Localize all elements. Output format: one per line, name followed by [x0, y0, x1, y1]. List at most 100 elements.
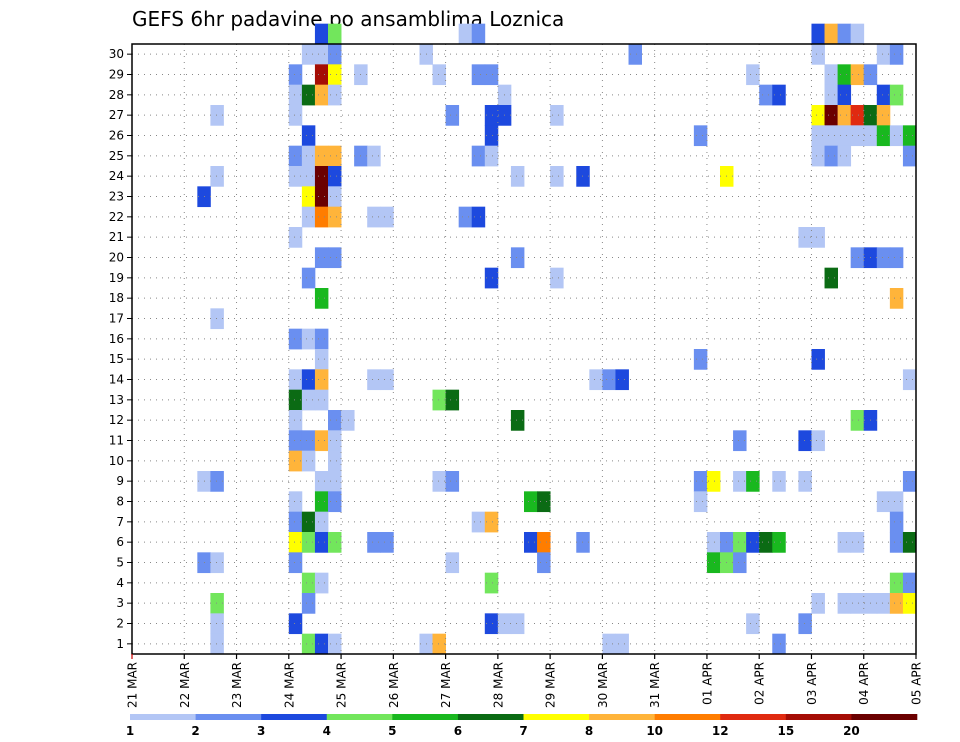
- cell: [314, 369, 329, 391]
- cell: [589, 369, 603, 391]
- cell: [432, 471, 446, 492]
- cell: [850, 125, 865, 147]
- cell: [484, 613, 499, 635]
- y-tick-label: 26: [109, 129, 124, 143]
- cell: [484, 572, 499, 594]
- cell: [811, 227, 825, 248]
- cell: [902, 145, 917, 167]
- cell: [746, 471, 760, 492]
- cell: [733, 471, 747, 492]
- legend-label: 8: [585, 724, 593, 738]
- legend-label: 4: [323, 724, 331, 738]
- cell: [471, 64, 486, 86]
- cell: [876, 491, 891, 513]
- cell: [288, 552, 303, 574]
- cell: [811, 430, 825, 452]
- cell: [510, 247, 525, 269]
- y-tick-label: 5: [116, 556, 124, 570]
- cell: [288, 369, 303, 391]
- plot-frame: [131, 43, 917, 655]
- cell: [210, 105, 224, 126]
- cell: [798, 613, 812, 635]
- cell: [432, 64, 446, 86]
- cell: [576, 166, 590, 187]
- cell: [837, 593, 852, 614]
- cell: [824, 145, 838, 167]
- cell: [301, 206, 316, 228]
- cell: [471, 23, 486, 45]
- cell: [301, 84, 316, 106]
- cell: [432, 389, 446, 411]
- y-tick-label: 13: [109, 393, 124, 407]
- cell: [733, 552, 747, 574]
- cell: [602, 369, 616, 391]
- cell: [301, 389, 316, 411]
- cell: [889, 511, 904, 533]
- cell: [288, 613, 303, 635]
- cell: [328, 532, 342, 553]
- y-tick-label: 18: [109, 291, 124, 305]
- cell: [380, 369, 394, 391]
- cell: [288, 166, 303, 187]
- cell: [314, 206, 329, 228]
- cell: [484, 511, 499, 533]
- cell: [301, 145, 316, 167]
- cell: [837, 64, 852, 86]
- x-tick-label: 01 APR: [700, 662, 714, 705]
- cell: [288, 450, 303, 472]
- cell: [288, 532, 303, 553]
- cell: [328, 633, 342, 655]
- cell: [314, 633, 329, 655]
- cell: [210, 471, 224, 492]
- cell: [314, 532, 329, 553]
- cell: [693, 349, 708, 370]
- cell: [445, 552, 460, 574]
- cell: [301, 369, 316, 391]
- cell: [458, 23, 473, 45]
- cell: [510, 166, 525, 187]
- cell: [301, 44, 316, 65]
- y-tick-label: 16: [109, 332, 124, 346]
- cell: [537, 532, 551, 553]
- legend-label: 12: [712, 724, 729, 738]
- cell: [367, 369, 381, 391]
- cell: [314, 572, 329, 594]
- cell: [602, 633, 616, 655]
- cell: [328, 186, 342, 208]
- cell: [772, 471, 786, 492]
- cell: [798, 471, 812, 492]
- cell: [445, 389, 460, 411]
- y-tick-label: 12: [109, 413, 124, 427]
- legend-swatch: [654, 714, 721, 720]
- cell: [837, 145, 852, 167]
- cell: [850, 532, 865, 553]
- cell: [314, 44, 329, 65]
- cell: [288, 84, 303, 106]
- y-tick-label: 3: [116, 596, 124, 610]
- cell: [328, 450, 342, 472]
- y-tick-label: 9: [116, 474, 124, 488]
- cell: [314, 389, 329, 411]
- cell: [301, 430, 316, 452]
- y-tick-label: 25: [109, 149, 124, 163]
- cell: [210, 308, 224, 330]
- cell: [693, 491, 708, 513]
- cell: [380, 532, 394, 553]
- x-tick-label: 03 APR: [805, 662, 819, 705]
- legend-swatch: [195, 714, 262, 720]
- cell: [746, 64, 760, 86]
- cell: [484, 125, 499, 147]
- legend-swatch: [589, 714, 655, 720]
- cell: [301, 572, 316, 594]
- cell: [314, 430, 329, 452]
- grid-layer: [132, 44, 916, 654]
- cell: [850, 410, 865, 431]
- legend-label: 20: [843, 724, 860, 738]
- cell: [798, 430, 812, 452]
- y-tick-label: 4: [116, 576, 124, 590]
- cell: [824, 23, 838, 45]
- cell: [824, 125, 838, 147]
- y-tick-label: 11: [109, 434, 124, 448]
- legend-label: 1: [126, 724, 134, 738]
- cell: [301, 186, 316, 208]
